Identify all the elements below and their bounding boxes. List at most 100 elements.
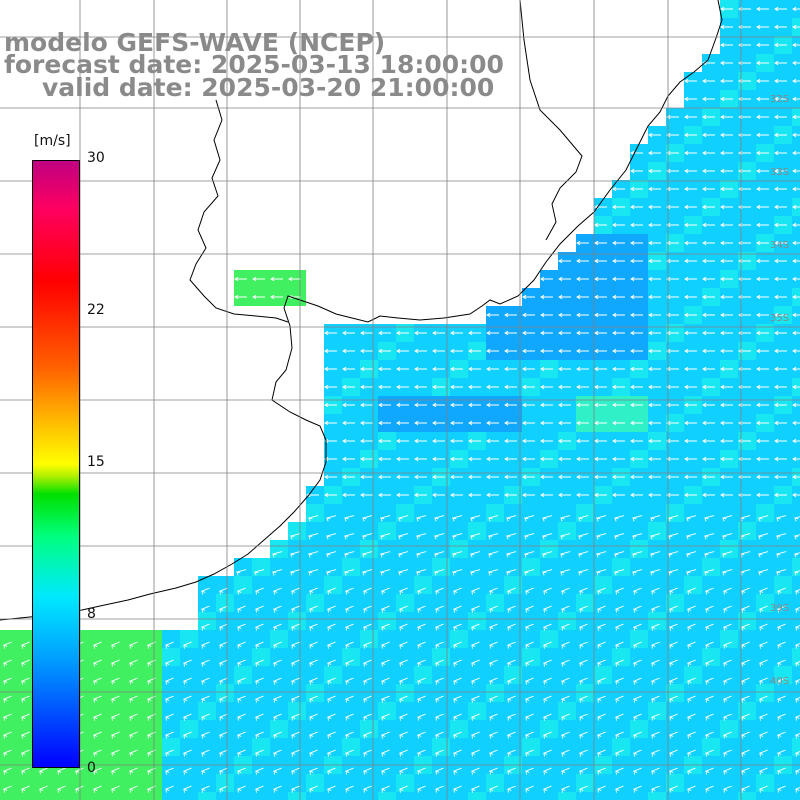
wind-cell (684, 630, 702, 648)
wind-arrow (759, 731, 768, 739)
wind-arrow (324, 348, 337, 354)
wind-arrow (273, 605, 282, 613)
wind-arrow (792, 96, 800, 102)
wind-arrow (486, 384, 499, 390)
wind-arrow (324, 420, 337, 426)
wind-arrow (435, 659, 444, 667)
wind-cell (270, 558, 288, 576)
wind-arrow (612, 294, 625, 300)
wind-arrow (324, 438, 337, 444)
wind-arrow (756, 96, 769, 102)
wind-cell (486, 792, 504, 800)
wind-arrow (489, 731, 498, 739)
wind-arrow (684, 240, 697, 246)
wind-cell (774, 504, 792, 522)
wind-arrow (651, 731, 660, 739)
wind-arrow (612, 402, 625, 408)
wind-arrow (684, 348, 697, 354)
wind-arrow (756, 168, 769, 174)
wind-arrow (612, 348, 625, 354)
wind-arrow (290, 569, 301, 576)
wind-cell (0, 630, 18, 648)
wind-cell (468, 702, 486, 720)
wind-arrow (792, 456, 800, 462)
wind-cell (324, 702, 342, 720)
wind-cell (504, 576, 522, 594)
wind-cell (684, 504, 702, 522)
wind-cell (504, 522, 522, 540)
wind-arrow (648, 204, 661, 210)
wind-arrow (453, 731, 462, 739)
wind-arrow (774, 312, 787, 318)
wind-arrow (39, 767, 48, 775)
wind-arrow (792, 330, 800, 336)
wind-arrow (702, 132, 715, 138)
wind-arrow (651, 749, 660, 757)
wind-arrow (774, 330, 787, 336)
wind-arrow (342, 402, 355, 408)
wind-arrow (633, 641, 642, 649)
wind-arrow (543, 605, 552, 613)
wind-arrow (630, 456, 643, 462)
wind-arrow (378, 474, 391, 480)
wind-arrow (435, 641, 444, 649)
wind-cell (540, 522, 558, 540)
wind-arrow (684, 474, 697, 480)
wind-arrow (612, 492, 625, 498)
wind-arrow (756, 438, 769, 444)
wind-arrow (543, 641, 552, 649)
wind-arrow (561, 677, 570, 685)
wind-arrow (723, 641, 732, 649)
wind-arrow (524, 551, 535, 558)
wind-arrow (633, 713, 642, 721)
wind-arrow (792, 78, 800, 84)
wind-cell (522, 666, 540, 684)
wind-cell (324, 522, 342, 540)
wind-cell (18, 630, 36, 648)
wind-arrow (183, 713, 192, 721)
wind-arrow (759, 587, 768, 595)
wind-cell (288, 576, 306, 594)
wind-cell (162, 666, 180, 684)
wind-arrow (399, 623, 408, 631)
wind-arrow (687, 587, 696, 595)
wind-cell (666, 648, 684, 666)
wind-cell (792, 720, 800, 738)
wind-arrow (597, 749, 606, 757)
wind-cell (648, 666, 666, 684)
wind-arrow (614, 551, 625, 558)
wind-arrow (630, 204, 643, 210)
wind-arrow (630, 294, 643, 300)
wind-arrow (615, 587, 624, 595)
wind-cell (432, 648, 450, 666)
wind-cell (378, 630, 396, 648)
wind-cell (792, 630, 800, 648)
river-border (189, 99, 289, 323)
wind-arrow (468, 348, 481, 354)
wind-arrow (612, 474, 625, 480)
wind-arrow (720, 114, 733, 120)
wind-cell (90, 648, 108, 666)
wind-cell (288, 684, 306, 702)
wind-arrow (450, 348, 463, 354)
wind-arrow (756, 258, 769, 264)
wind-arrow (201, 731, 210, 739)
wind-arrow (666, 186, 679, 192)
wind-cell (198, 612, 216, 630)
wind-arrow (414, 438, 427, 444)
wind-cell (792, 702, 800, 720)
wind-cell (612, 576, 630, 594)
wind-cell (612, 540, 630, 558)
wind-cell (180, 666, 198, 684)
wind-arrow (612, 384, 625, 390)
wind-arrow (579, 749, 588, 757)
wind-arrow (524, 515, 535, 522)
wind-cell (162, 630, 180, 648)
wind-arrow (486, 492, 499, 498)
wind-cell (306, 522, 324, 540)
wind-cell (594, 594, 612, 612)
wind-arrow (777, 695, 786, 703)
wind-cell (252, 720, 270, 738)
wind-cell (576, 612, 594, 630)
wind-cell (702, 594, 720, 612)
